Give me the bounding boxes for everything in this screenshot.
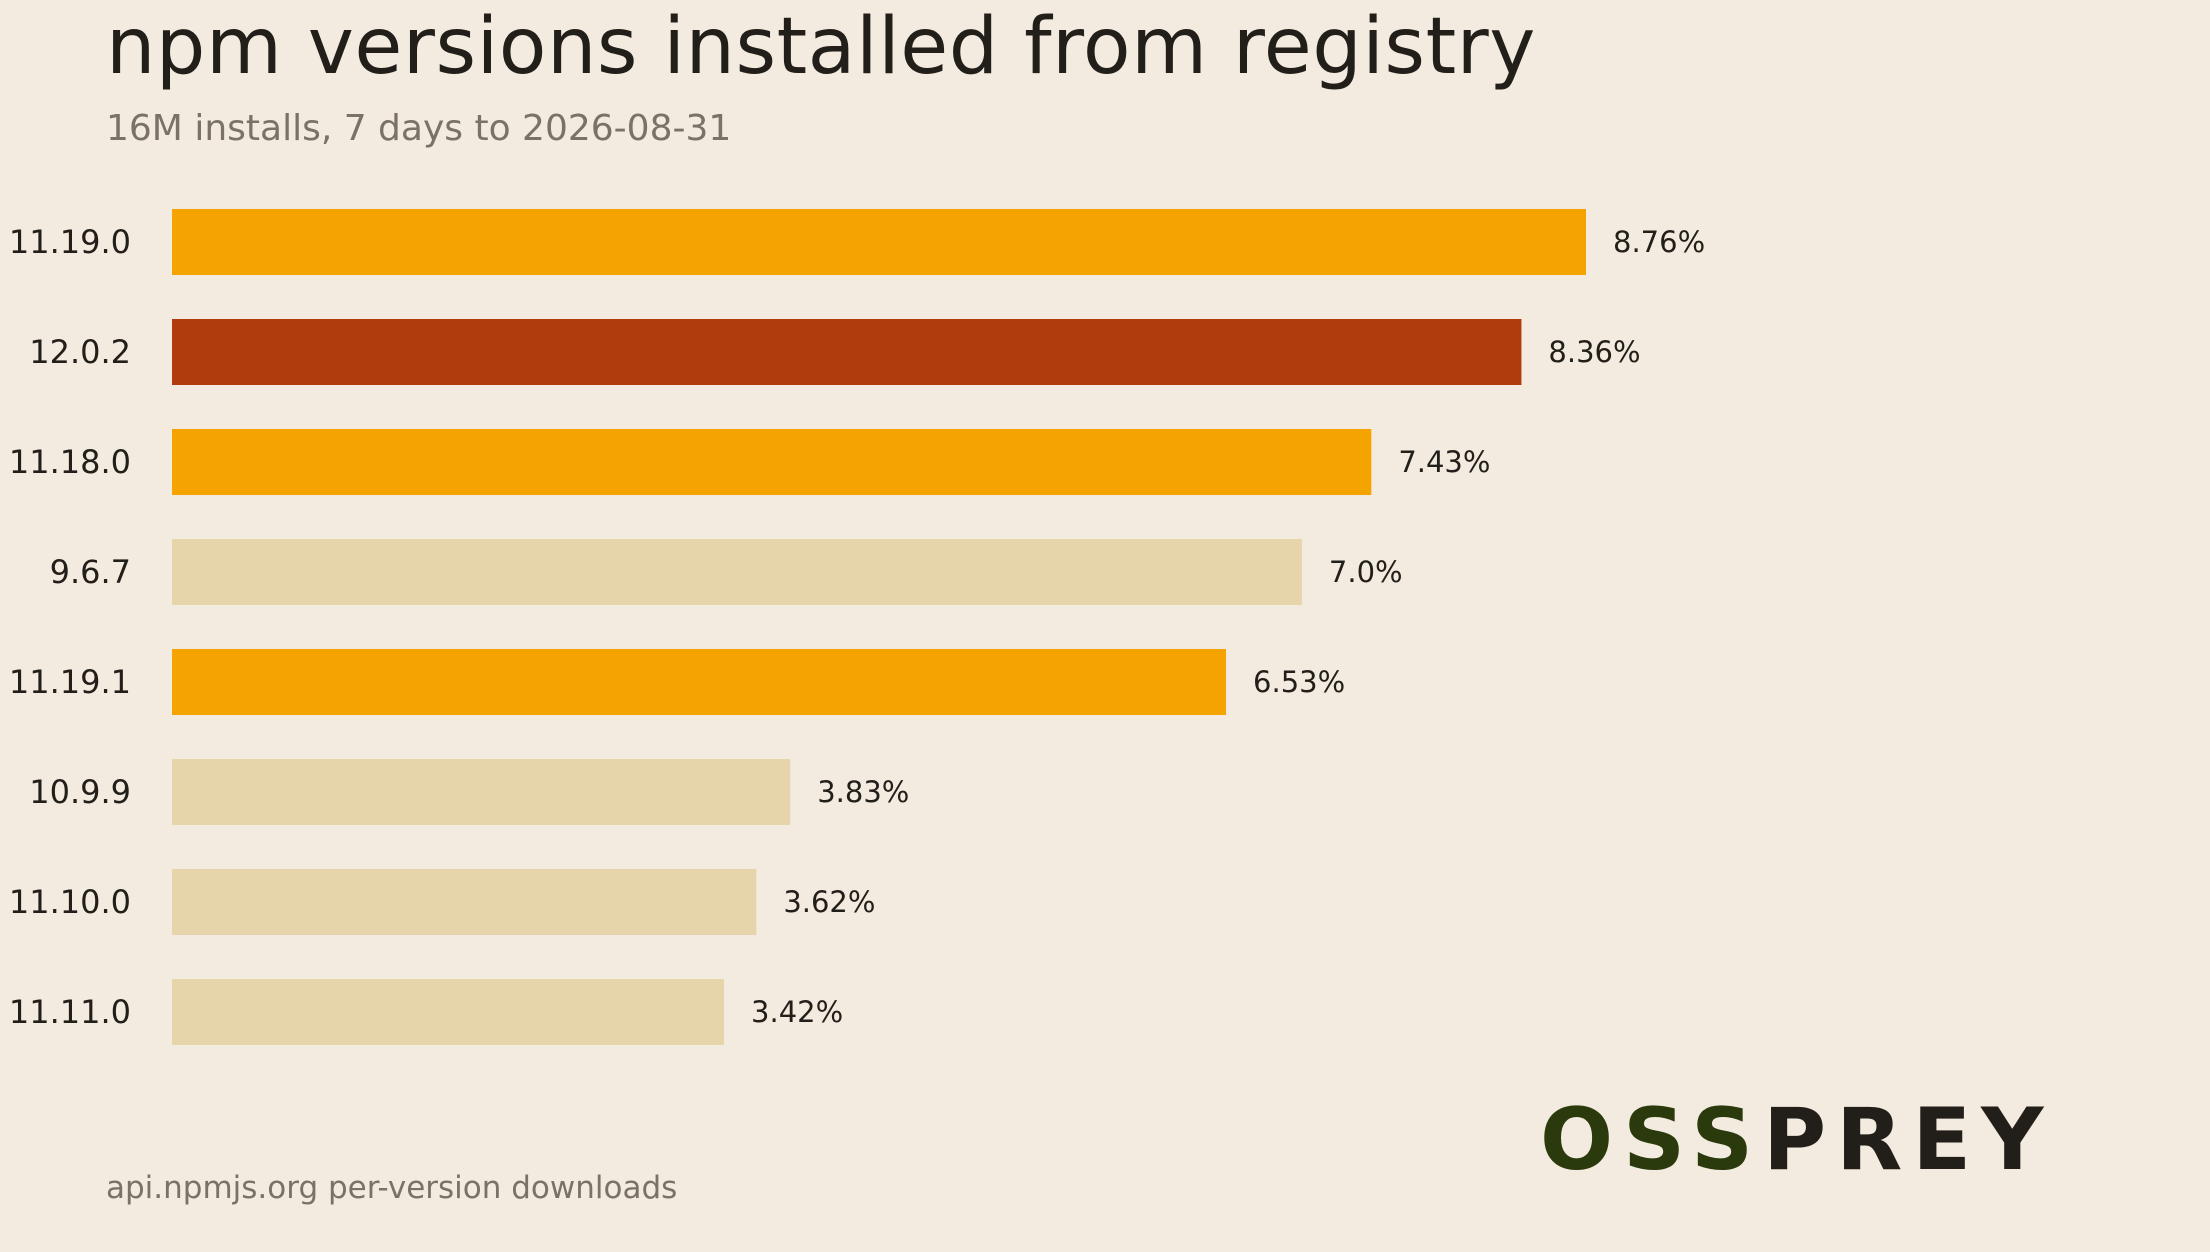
category-label: 11.19.0 <box>9 223 131 261</box>
value-label: 3.62% <box>783 885 875 919</box>
logo-part-prey: PREY <box>1763 1090 2054 1190</box>
category-label: 11.18.0 <box>9 443 131 481</box>
value-label: 7.43% <box>1398 445 1490 479</box>
bar <box>172 759 791 825</box>
chart-subtitle: 16M installs, 7 days to 2026-08-31 <box>106 108 732 149</box>
category-label: 12.0.2 <box>29 333 131 371</box>
value-label: 6.53% <box>1253 665 1345 699</box>
category-label: 9.6.7 <box>50 553 131 591</box>
category-label: 10.9.9 <box>29 773 131 811</box>
value-label: 3.83% <box>817 775 909 809</box>
bar <box>172 209 1586 275</box>
bar <box>172 539 1302 605</box>
value-label: 3.42% <box>751 995 843 1029</box>
chart-title: npm versions installed from registry <box>106 2 1536 92</box>
logo-part-oss: OSS <box>1540 1090 1764 1190</box>
value-label: 8.36% <box>1548 335 1640 369</box>
category-label: 11.10.0 <box>9 883 131 921</box>
category-label: 11.11.0 <box>9 993 131 1031</box>
bar <box>172 869 757 935</box>
bar <box>172 649 1227 715</box>
category-label: 11.19.1 <box>9 663 131 701</box>
value-label: 8.76% <box>1613 225 1705 259</box>
source-note: api.npmjs.org per-version downloads <box>106 1170 678 1206</box>
ossprey-logo: OSSPREY <box>1540 1090 2053 1190</box>
bar <box>172 979 725 1045</box>
value-label: 7.0% <box>1329 555 1403 589</box>
bar <box>172 319 1522 385</box>
bar <box>172 429 1372 495</box>
